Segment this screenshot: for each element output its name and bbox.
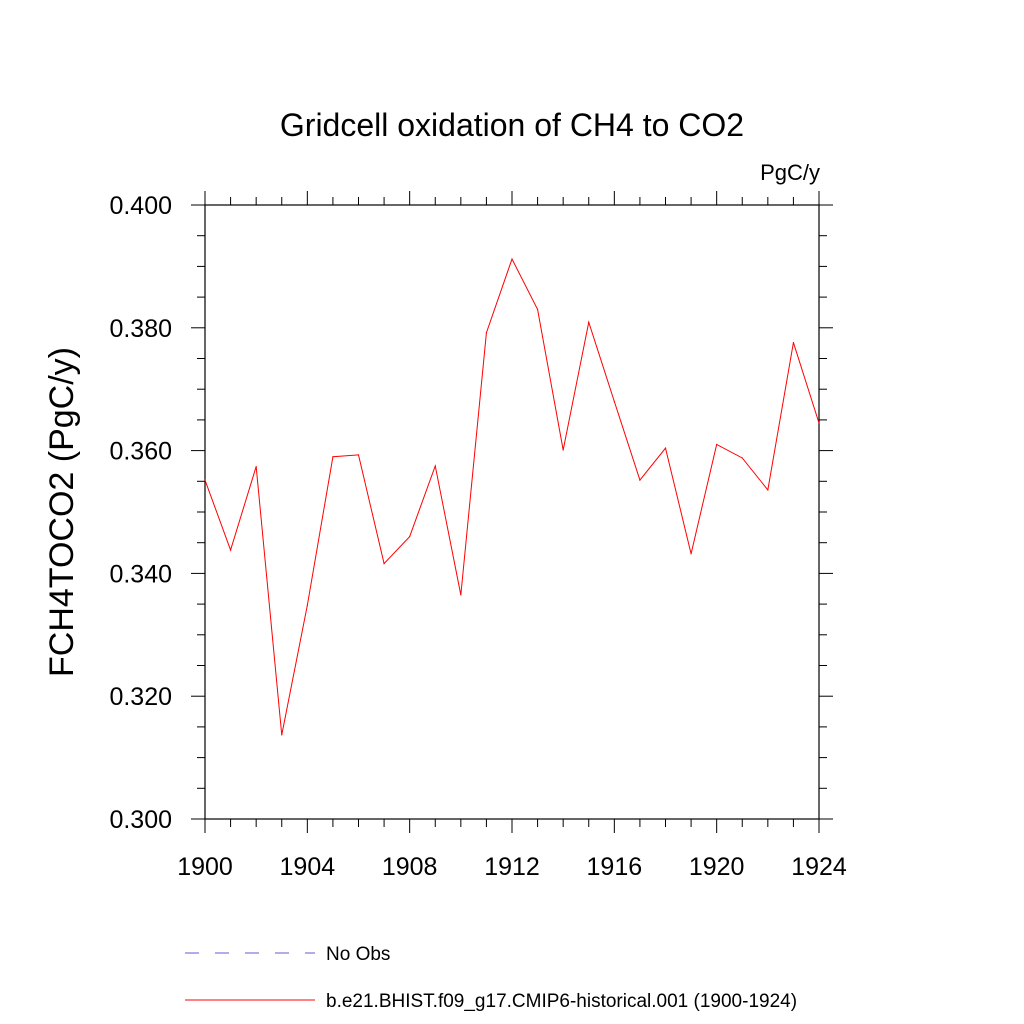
legend: No Obs b.e21.BHIST.f09_g17.CMIP6-histori… [185,944,797,1012]
data-point [409,535,411,538]
data-point [639,479,641,481]
data-point [562,449,564,451]
data-point [255,465,257,468]
units-label: PgC/y [760,160,820,185]
y-axis-label: FCH4TOCO2 (PgC/y) [43,347,81,677]
x-tick-label: 1920 [689,853,745,881]
y-tick-label: 0.400 [109,192,172,220]
data-point [460,594,462,596]
data-point [716,443,718,446]
y-tick-label: 0.360 [109,438,172,466]
data-point [741,457,743,459]
x-tick-label: 1916 [587,853,643,881]
x-tick-label: 1912 [484,853,540,881]
data-point [792,341,795,344]
x-tick-labels: 1900 1904 1908 1912 1916 1920 1924 [177,853,847,881]
y-tick-label: 0.320 [109,683,172,711]
legend-label-historical: b.e21.BHIST.f09_g17.CMIP6-historical.001… [326,991,797,1012]
data-point [767,489,769,491]
y-tick-label: 0.380 [109,315,172,343]
x-tick-label: 1924 [791,853,847,881]
x-tick-label: 1904 [280,853,336,881]
data-point [434,465,436,467]
data-point [204,479,206,481]
chart-title: Gridcell oxidation of CH4 to CO2 [280,107,744,143]
data-point [664,447,667,449]
series-group [204,257,820,736]
data-point [536,308,539,310]
y-tick-label: 0.340 [109,560,172,588]
data-point [281,734,283,736]
x-tick-label: 1908 [382,853,438,881]
plot-frame [204,204,820,820]
legend-label-no-obs: No Obs [326,944,390,965]
series-line [204,257,820,735]
y-tick-labels: 0.300 0.320 0.340 0.360 0.380 0.400 [109,192,172,834]
y-tick-label: 0.300 [109,806,172,834]
data-point [613,400,615,403]
data-point [818,422,820,424]
data-point [229,549,232,551]
data-point [357,454,360,456]
data-point [588,321,590,323]
data-point [690,553,692,555]
data-point [306,604,308,606]
data-point [485,332,488,334]
x-tick-label: 1900 [177,853,233,881]
data-point [383,562,385,565]
axis-ticks [191,191,833,833]
data-point [332,456,334,458]
data-point [511,258,513,260]
